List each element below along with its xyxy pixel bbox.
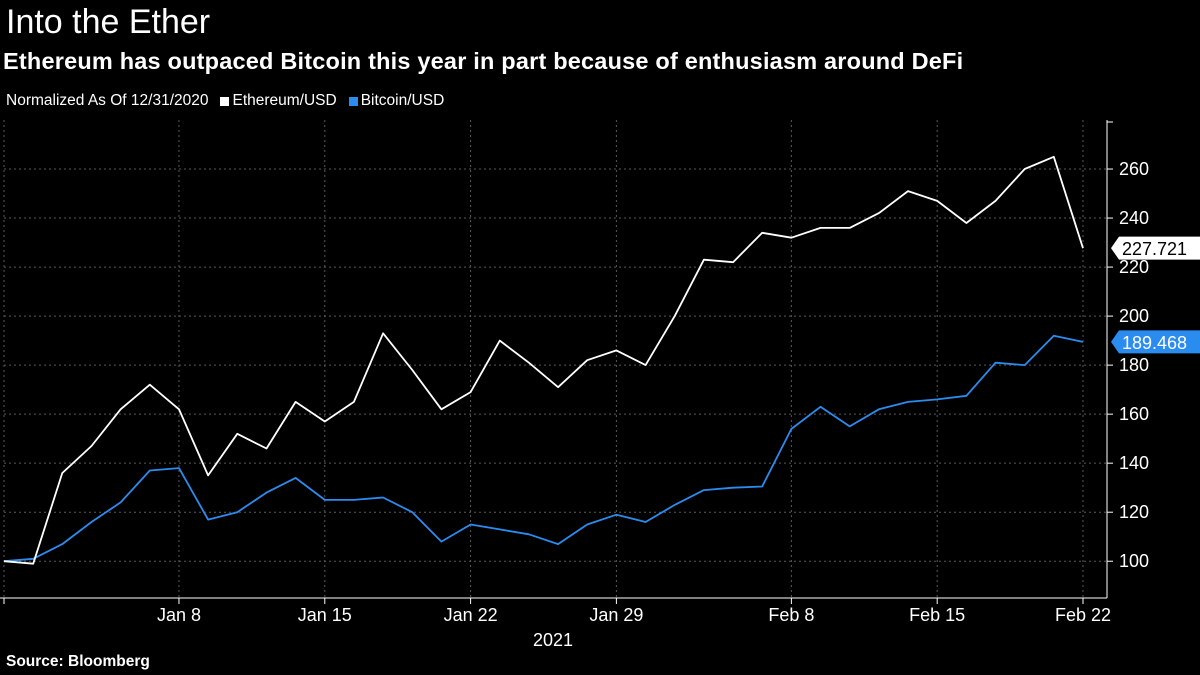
x-year-label: 2021	[533, 630, 573, 650]
x-tick-label: Feb 8	[768, 605, 814, 625]
y-tick-label: 100	[1119, 551, 1149, 571]
y-tick-label: 180	[1119, 355, 1149, 375]
x-tick-label: Jan 29	[589, 605, 643, 625]
x-tick-label: Jan 8	[157, 605, 201, 625]
chart-subtitle: Ethereum has outpaced Bitcoin this year …	[3, 48, 964, 74]
y-tick-label: 160	[1119, 404, 1149, 424]
source-note: Source: Bloomberg	[6, 653, 150, 670]
legend-swatch-bitcoin	[348, 96, 358, 106]
y-tick-label: 140	[1119, 453, 1149, 473]
y-tick-label: 260	[1119, 159, 1149, 179]
x-tick-label: Feb 22	[1055, 605, 1111, 625]
series-line-bitcoin	[3, 334, 1084, 563]
y-tick-label: 200	[1119, 306, 1149, 326]
last-value-badge-bitcoin	[1111, 330, 1200, 354]
x-tick-label: Feb 15	[909, 605, 965, 625]
chart-title: Into the Ether	[6, 3, 211, 41]
y-tick-label: 220	[1119, 257, 1149, 277]
legend-swatch-ethereum	[220, 96, 230, 106]
legend: Normalized As Of 12/31/2020 Ethereum/USD…	[6, 90, 444, 112]
last-value-badge-ethereum	[1111, 236, 1200, 260]
x-tick-label: Jan 22	[444, 605, 498, 625]
series-line-ethereum	[3, 155, 1084, 565]
y-tick-label: 240	[1119, 208, 1149, 228]
y-tick-label: 120	[1119, 502, 1149, 522]
last-value-label-ethereum: 227.721	[1122, 239, 1187, 259]
legend-label-ethereum: Ethereum/USD	[232, 92, 337, 109]
legend-note: Normalized As Of 12/31/2020	[6, 92, 209, 109]
last-value-label-bitcoin: 189.468	[1122, 333, 1187, 353]
legend-label-bitcoin: Bitcoin/USD	[360, 92, 445, 109]
x-tick-label: Jan 15	[298, 605, 352, 625]
